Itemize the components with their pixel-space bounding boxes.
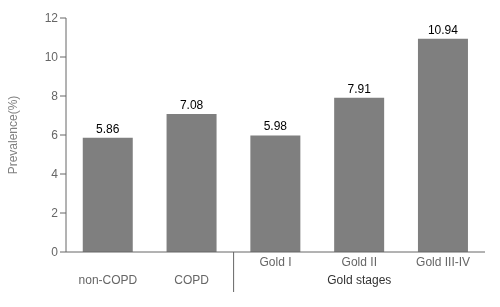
svg-text:5.86: 5.86 [96,122,120,136]
svg-text:Prevalence(%): Prevalence(%) [8,96,20,175]
svg-text:7.08: 7.08 [180,98,204,112]
svg-text:6: 6 [51,128,58,142]
svg-text:Gold III-IV: Gold III-IV [416,255,470,269]
svg-text:COPD: COPD [174,273,209,287]
svg-text:12: 12 [45,11,59,25]
svg-text:Gold I: Gold I [259,255,291,269]
svg-text:non-COPD: non-COPD [79,273,138,287]
svg-text:Gold stages: Gold stages [327,273,391,287]
svg-text:2: 2 [51,206,58,220]
svg-text:8: 8 [51,89,58,103]
svg-text:4: 4 [51,167,58,181]
svg-text:Gold II: Gold II [342,255,377,269]
svg-text:0: 0 [51,245,58,259]
svg-text:5.98: 5.98 [264,119,288,133]
svg-text:10.94: 10.94 [428,23,458,37]
svg-text:7.91: 7.91 [347,82,371,96]
svg-text:10: 10 [45,50,59,64]
